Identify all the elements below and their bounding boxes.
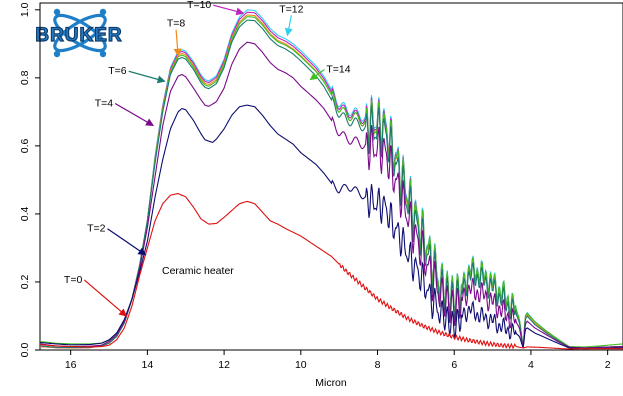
- y-tick-label: 0.0: [19, 343, 31, 358]
- x-tick-label: 6: [451, 359, 457, 371]
- x-tick-label: 10: [295, 359, 307, 371]
- series-label-T6: T=6: [108, 65, 127, 77]
- x-tick-label: 4: [528, 359, 534, 371]
- label-arrow-T4: [114, 102, 155, 126]
- label-arrow-T12: [284, 15, 293, 37]
- series-label-T8: T=8: [167, 18, 186, 30]
- label-arrow-T6: [128, 70, 166, 84]
- series-line-T2: [39, 104, 623, 350]
- y-tick-label: 0.6: [19, 138, 31, 153]
- x-axis-title: Micron: [315, 377, 347, 389]
- logo-text: BRUKER: [35, 25, 122, 46]
- label-arrow-T14: [309, 69, 325, 81]
- series-label-T4: T=4: [95, 97, 114, 109]
- label-arrow-T2: [107, 228, 147, 256]
- y-tick-label: 0.8: [19, 70, 31, 85]
- x-axis: 16 14 12 10 8 6 4 2: [65, 350, 611, 371]
- x-tick-label: 2: [605, 359, 611, 371]
- x-tick-label: 16: [65, 359, 77, 371]
- y-tick-label: 1.0: [19, 2, 31, 17]
- series-line-T6: [39, 19, 623, 349]
- x-tick-label: 14: [142, 359, 154, 371]
- x-tick-label: 8: [375, 359, 381, 371]
- series-label-T12: T=12: [279, 3, 303, 15]
- logo-orbit-icon: [53, 13, 107, 53]
- label-arrow-T0: [83, 279, 128, 317]
- series-layer: [39, 9, 623, 350]
- series-label-T14: T=14: [326, 64, 350, 76]
- series-labels-layer: T=0 T=2 T=4 T=6 T=8T=10 T=12 T=14: [64, 0, 351, 317]
- y-tick-label: 0.4: [19, 206, 31, 221]
- y-axis: 0.0 0.2 0.4 0.6 0.8 1.0: [19, 2, 40, 357]
- series-label-T0: T=0: [64, 274, 83, 286]
- x-tick-label: 12: [218, 359, 230, 371]
- series-line-T0: [39, 193, 623, 350]
- series-line-T12: [39, 9, 623, 349]
- y-tick-label: 0.2: [19, 275, 31, 290]
- series-line-T4: [39, 41, 623, 349]
- logo-dots-icon: [53, 8, 107, 58]
- bruker-logo: BRUKER: [35, 8, 122, 58]
- series-label-T10: T=10: [187, 0, 211, 11]
- annotation-ceramic-heater: Ceramic heater: [162, 265, 234, 277]
- plot-frame: [39, 2, 623, 351]
- label-arrow-T10: [213, 4, 245, 16]
- series-label-T2: T=2: [87, 223, 106, 235]
- label-arrow-T8: [173, 29, 182, 57]
